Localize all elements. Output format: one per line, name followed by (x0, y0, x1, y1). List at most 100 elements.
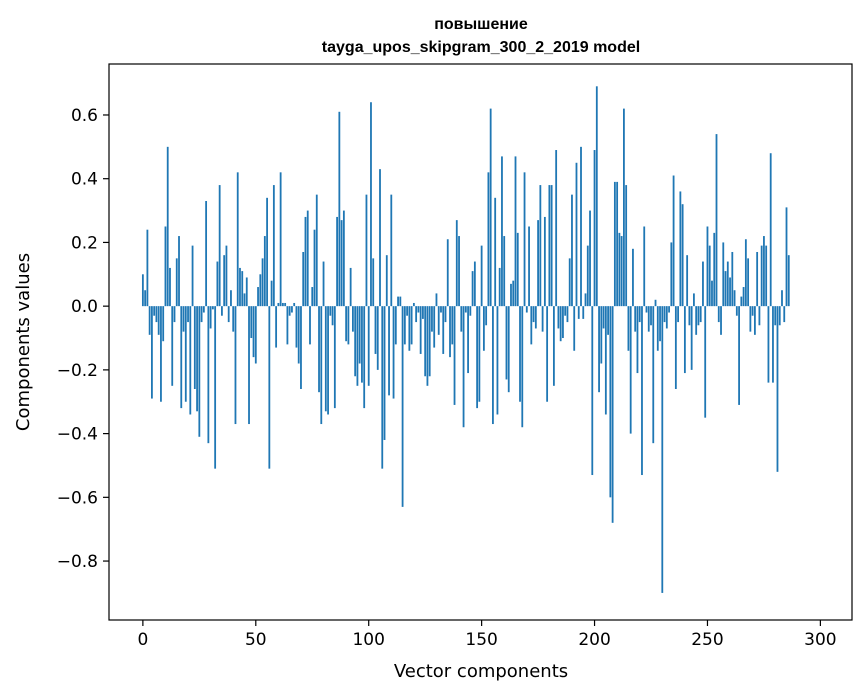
bar (232, 306, 235, 332)
x-tick-label: 200 (578, 630, 610, 650)
bars-group (141, 86, 790, 593)
bar (385, 255, 388, 307)
bar (399, 296, 402, 307)
bar (464, 306, 467, 313)
y-tick-label: 0.6 (71, 106, 98, 126)
bar (516, 232, 519, 307)
bar (733, 290, 736, 307)
bar (327, 306, 329, 415)
bar (751, 306, 754, 316)
bar (318, 306, 320, 393)
bar (726, 261, 729, 307)
bar (772, 306, 774, 383)
bar (528, 226, 530, 307)
bar (564, 306, 567, 316)
bar (645, 306, 648, 313)
bar (435, 293, 438, 307)
bar (243, 293, 246, 307)
bar (494, 197, 497, 307)
bar (767, 306, 770, 383)
bar (218, 185, 221, 307)
bar (342, 210, 345, 307)
bar (602, 306, 605, 329)
bar (146, 229, 149, 307)
bar (412, 302, 415, 307)
bar (209, 306, 212, 329)
bar (259, 274, 262, 307)
bar (180, 306, 183, 409)
bar (211, 306, 214, 310)
bar (546, 306, 549, 402)
bar (422, 306, 424, 319)
bar (302, 251, 305, 307)
bar (471, 271, 474, 307)
bar (541, 306, 544, 332)
bar (559, 306, 562, 342)
bar (182, 306, 185, 332)
bar (785, 207, 788, 307)
bar (372, 258, 375, 307)
bar (320, 306, 323, 425)
x-tick-label: 300 (804, 630, 836, 650)
bar (187, 306, 189, 323)
bar (611, 306, 614, 523)
bar (160, 306, 162, 402)
bar (708, 245, 711, 307)
y-tick-label: 0.0 (71, 297, 98, 317)
bar (205, 201, 208, 307)
bar (521, 306, 524, 428)
bar (769, 153, 772, 307)
bar (600, 306, 603, 364)
bar (693, 293, 695, 307)
bar (381, 306, 384, 469)
bar (345, 306, 348, 342)
bar (623, 108, 625, 307)
bar (354, 306, 357, 377)
bar (677, 306, 680, 323)
bar (221, 306, 223, 316)
bar (349, 267, 352, 307)
bar (713, 232, 716, 307)
bar (729, 277, 731, 307)
bar (315, 194, 318, 307)
bar (216, 261, 219, 307)
bar (575, 162, 578, 307)
bar (634, 306, 637, 332)
chart-title-line2: tayga_upos_skipgram_300_2_2019 model (322, 39, 640, 56)
bar (738, 306, 740, 405)
bar (437, 306, 440, 335)
bar (193, 306, 196, 389)
bar (557, 306, 560, 329)
bar (659, 306, 661, 342)
bar (184, 306, 187, 402)
y-tick-label: −0.8 (57, 552, 98, 572)
bar (537, 220, 539, 307)
bar (300, 306, 302, 389)
bar (266, 197, 268, 307)
bar (428, 306, 431, 377)
bar (376, 306, 379, 370)
bar (577, 306, 580, 319)
bar (351, 306, 354, 332)
bar (679, 191, 682, 307)
bar (178, 236, 180, 307)
x-axis-label: Vector components (394, 661, 568, 682)
bar (288, 306, 291, 316)
bar (492, 306, 494, 425)
bar (665, 306, 668, 329)
bar (281, 302, 284, 307)
bar (753, 306, 756, 335)
bar (715, 134, 718, 307)
bar (257, 287, 259, 307)
bar (169, 267, 171, 307)
bar (724, 271, 727, 307)
bar (392, 306, 395, 399)
bar (166, 146, 169, 307)
bar (336, 216, 338, 307)
bar (543, 216, 546, 307)
bar (171, 306, 174, 386)
bar (227, 306, 230, 323)
bar (514, 156, 517, 307)
bar (304, 216, 307, 307)
bar (207, 306, 210, 444)
